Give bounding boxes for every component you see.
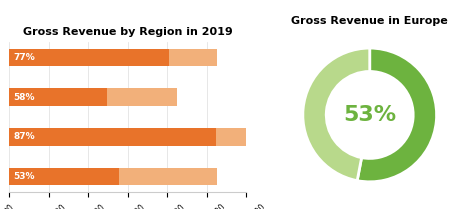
Wedge shape	[303, 48, 370, 181]
Wedge shape	[357, 48, 437, 182]
Text: 87%: 87%	[13, 132, 35, 141]
Bar	[119, 168, 217, 185]
Text: 58%: 58%	[13, 93, 35, 102]
Bar	[169, 49, 217, 66]
Text: 77%: 77%	[13, 53, 35, 62]
Bar	[9, 88, 107, 106]
Bar	[9, 168, 119, 185]
Title: Gross Revenue in Europe: Gross Revenue in Europe	[292, 16, 448, 26]
Text: 53%: 53%	[13, 172, 35, 181]
Bar	[9, 49, 169, 66]
Bar	[216, 128, 246, 146]
Bar	[9, 128, 216, 146]
Title: Gross Revenue by Region in 2019: Gross Revenue by Region in 2019	[23, 27, 233, 37]
Text: 53%: 53%	[343, 105, 396, 125]
Bar	[107, 88, 177, 106]
